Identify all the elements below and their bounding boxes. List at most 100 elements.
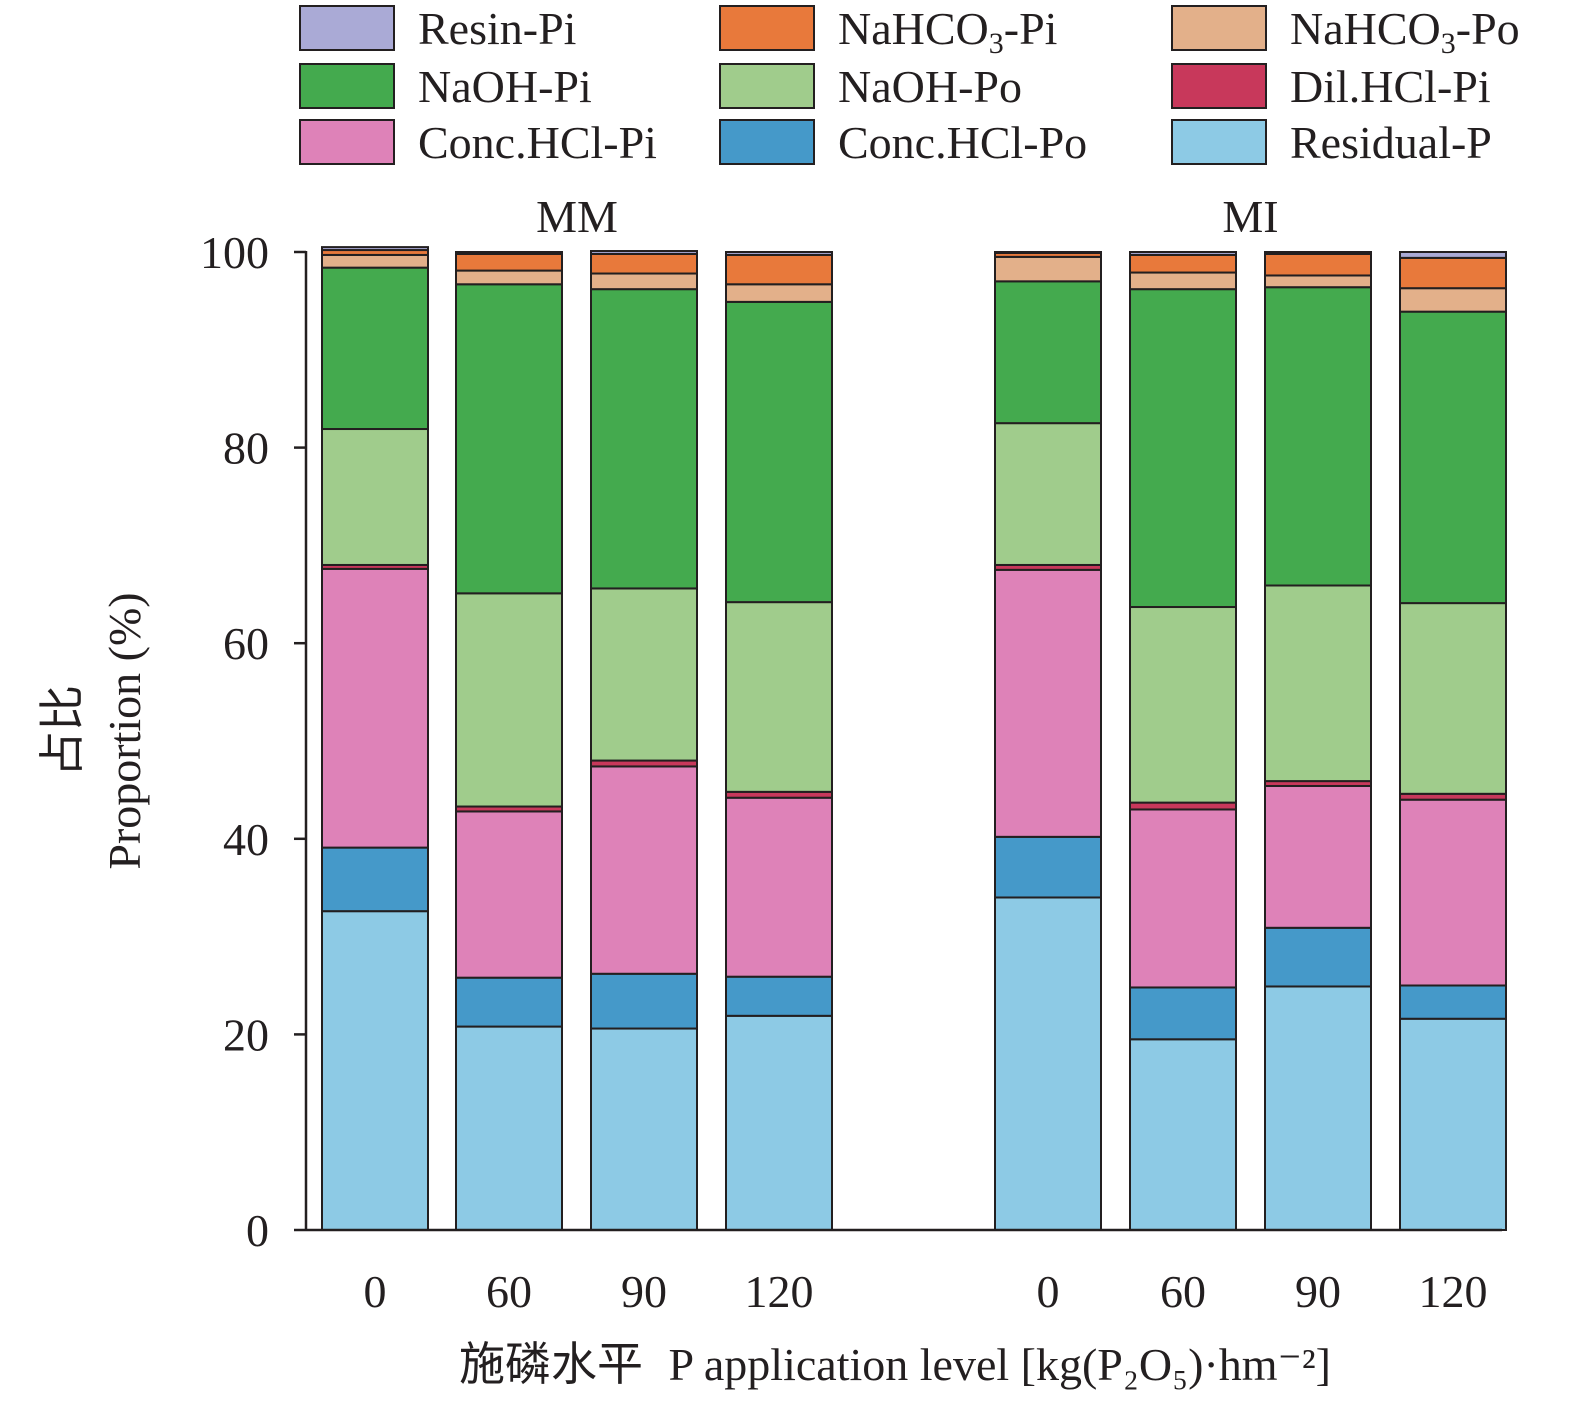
x-axis-label-cn: 施磷水平 [459,1339,643,1390]
x-tick-label: 60 [486,1266,532,1317]
bar-segment-conc-hcl-pi-mi-60 [1129,808,1237,989]
legend-label: NaOH-Po [838,61,1022,112]
x-axis-ticks: 0 60 90 120 0 60 90 120 [364,1266,1488,1317]
bar-segment-nahco3-po-mm-90 [590,272,698,291]
legend-item-naoh-po: NaOH-Po [719,61,1022,112]
legend-item-conc-hcl-po: Conc.HCl-Po [719,117,1087,168]
bar-segment-conc-hcl-pi-mi-120 [1399,798,1507,987]
bar-segment-nahco3-po-mm-60 [455,269,563,286]
legend-label: Residual-P [1290,117,1492,168]
bar-segment-nahco3-pi-mi-60 [1129,253,1237,274]
x-tick-label: 120 [745,1266,814,1317]
legend-label: NaHCO3-Pi [838,3,1057,60]
legend-label: Dil.HCl-Pi [1290,61,1491,112]
bar-segment-conc-hcl-pi-mm-120 [725,796,833,978]
bars [321,246,1507,1232]
bar-segment-naoh-pi-mi-90 [1264,286,1372,587]
legend-item-nahco3-pi: NaHCO3-Pi [719,3,1057,60]
bar-segment-residual-p-mm-120 [725,1014,833,1231]
bar-segment-nahco3-pi-mi-120 [1399,256,1507,290]
bar-segment-conc-hcl-po-mi-90 [1264,926,1372,988]
legend-swatch [1171,5,1267,51]
bar-segment-nahco3-pi-mm-60 [455,252,563,272]
bar-segment-conc-hcl-po-mm-0 [321,846,429,913]
legend-swatch [299,119,395,165]
bar-segment-nahco3-pi-mi-90 [1264,252,1372,277]
legend-label: Conc.HCl-Po [838,117,1087,168]
legend-label: NaHCO3-Po [1290,3,1520,60]
bar-segment-resin-pi-mi-90 [1264,251,1372,255]
legend-swatch [299,5,395,51]
bar-segment-naoh-pi-mi-60 [1129,288,1237,609]
bar-segment-resin-pi-mm-90 [590,250,698,255]
bar-segment-dil-hcl-pi-mi-60 [1129,801,1237,811]
x-tick-label: 0 [364,1266,387,1317]
bar-segment-naoh-po-mi-60 [1129,606,1237,804]
x-tick-label: 0 [1037,1266,1060,1317]
bar-segment-resin-pi-mi-60 [1129,251,1237,256]
legend-swatch [1171,63,1267,109]
y-tick-label: 80 [223,423,269,474]
y-tick-label: 100 [200,227,269,278]
bar-segment-residual-p-mm-90 [590,1027,698,1231]
bar-segment-conc-hcl-pi-mm-60 [455,810,563,979]
bar-segment-conc-hcl-pi-mi-90 [1264,784,1372,929]
bar-segment-residual-p-mi-120 [1399,1017,1507,1232]
group-labels: MM MI [536,191,1279,242]
bar-segment-nahco3-pi-mm-90 [590,252,698,275]
legend-swatch [719,5,815,51]
y-axis-label-en: Proportion (%) [99,592,150,869]
group-label-mm: MM [536,191,618,242]
bar-segment-resin-pi-mm-120 [725,251,833,256]
bar-segment-resin-pi-mm-60 [455,251,563,255]
bar-segment-naoh-po-mi-120 [1399,602,1507,795]
y-tick-label: 20 [223,1009,269,1060]
bar-segment-resin-pi-mm-0 [321,246,429,252]
bar-segment-nahco3-pi-mm-120 [725,253,833,286]
legend-item-resin-pi: Resin-Pi [299,3,576,54]
legend-item-dil-hcl-pi: Dil.HCl-Pi [1171,61,1491,112]
bar-segment-naoh-po-mi-0 [994,422,1102,566]
y-tick-label: 0 [246,1205,269,1256]
bar-segment-conc-hcl-po-mm-90 [590,972,698,1030]
bar-segment-naoh-po-mm-0 [321,428,429,566]
bar-segment-naoh-po-mm-120 [725,601,833,793]
legend-item-nahco3-po: NaHCO3-Po [1171,3,1520,60]
bar-segment-naoh-po-mm-90 [590,587,698,762]
x-axis-label: 施磷水平 P application level [kg(P₂O₅)·hm⁻²] [459,1339,1331,1390]
bar-segment-nahco3-po-mi-60 [1129,271,1237,291]
bar-segment-conc-hcl-po-mm-120 [725,975,833,1017]
axes [304,251,1502,1232]
bar-segment-naoh-pi-mi-120 [1399,310,1507,605]
bar-segment-residual-p-mi-60 [1129,1038,1237,1232]
y-tick-label: 60 [223,618,269,669]
bar-segment-naoh-po-mi-90 [1264,584,1372,783]
y-tick-label: 40 [223,814,269,865]
x-axis-label-en: P application level [kg(P₂O₅)·hm⁻²] [669,1339,1331,1390]
x-tick-label: 90 [1295,1266,1341,1317]
bar-segment-naoh-pi-mm-60 [455,283,563,595]
legend-swatch [719,119,815,165]
legend-label: Conc.HCl-Pi [418,117,657,168]
bar-segment-naoh-pi-mi-0 [994,280,1102,425]
bar-segment-residual-p-mi-0 [994,896,1102,1231]
bar-segment-nahco3-po-mm-0 [321,253,429,269]
x-tick-label: 60 [1160,1266,1206,1317]
legend-swatch [299,63,395,109]
bar-segment-nahco3-po-mi-90 [1264,274,1372,289]
legend-label: Resin-Pi [418,3,576,54]
legend-item-conc-hcl-pi: Conc.HCl-Pi [299,117,657,168]
y-axis-label-cn: 占比 [37,685,88,777]
bar-segment-naoh-pi-mm-120 [725,300,833,604]
bar-segment-residual-p-mm-60 [455,1025,563,1232]
bar-segment-conc-hcl-pi-mm-90 [590,765,698,975]
legend-item-residual-p: Residual-P [1171,117,1492,168]
legend-item-naoh-pi: NaOH-Pi [299,61,592,112]
bar-segment-nahco3-po-mm-120 [725,283,833,303]
bar-segment-conc-hcl-po-mi-0 [994,835,1102,899]
bar-segment-naoh-pi-mm-0 [321,266,429,431]
bar-segment-residual-p-mm-0 [321,910,429,1231]
bar-segment-resin-pi-mi-120 [1399,251,1507,259]
bar-segment-naoh-pi-mm-90 [590,288,698,590]
